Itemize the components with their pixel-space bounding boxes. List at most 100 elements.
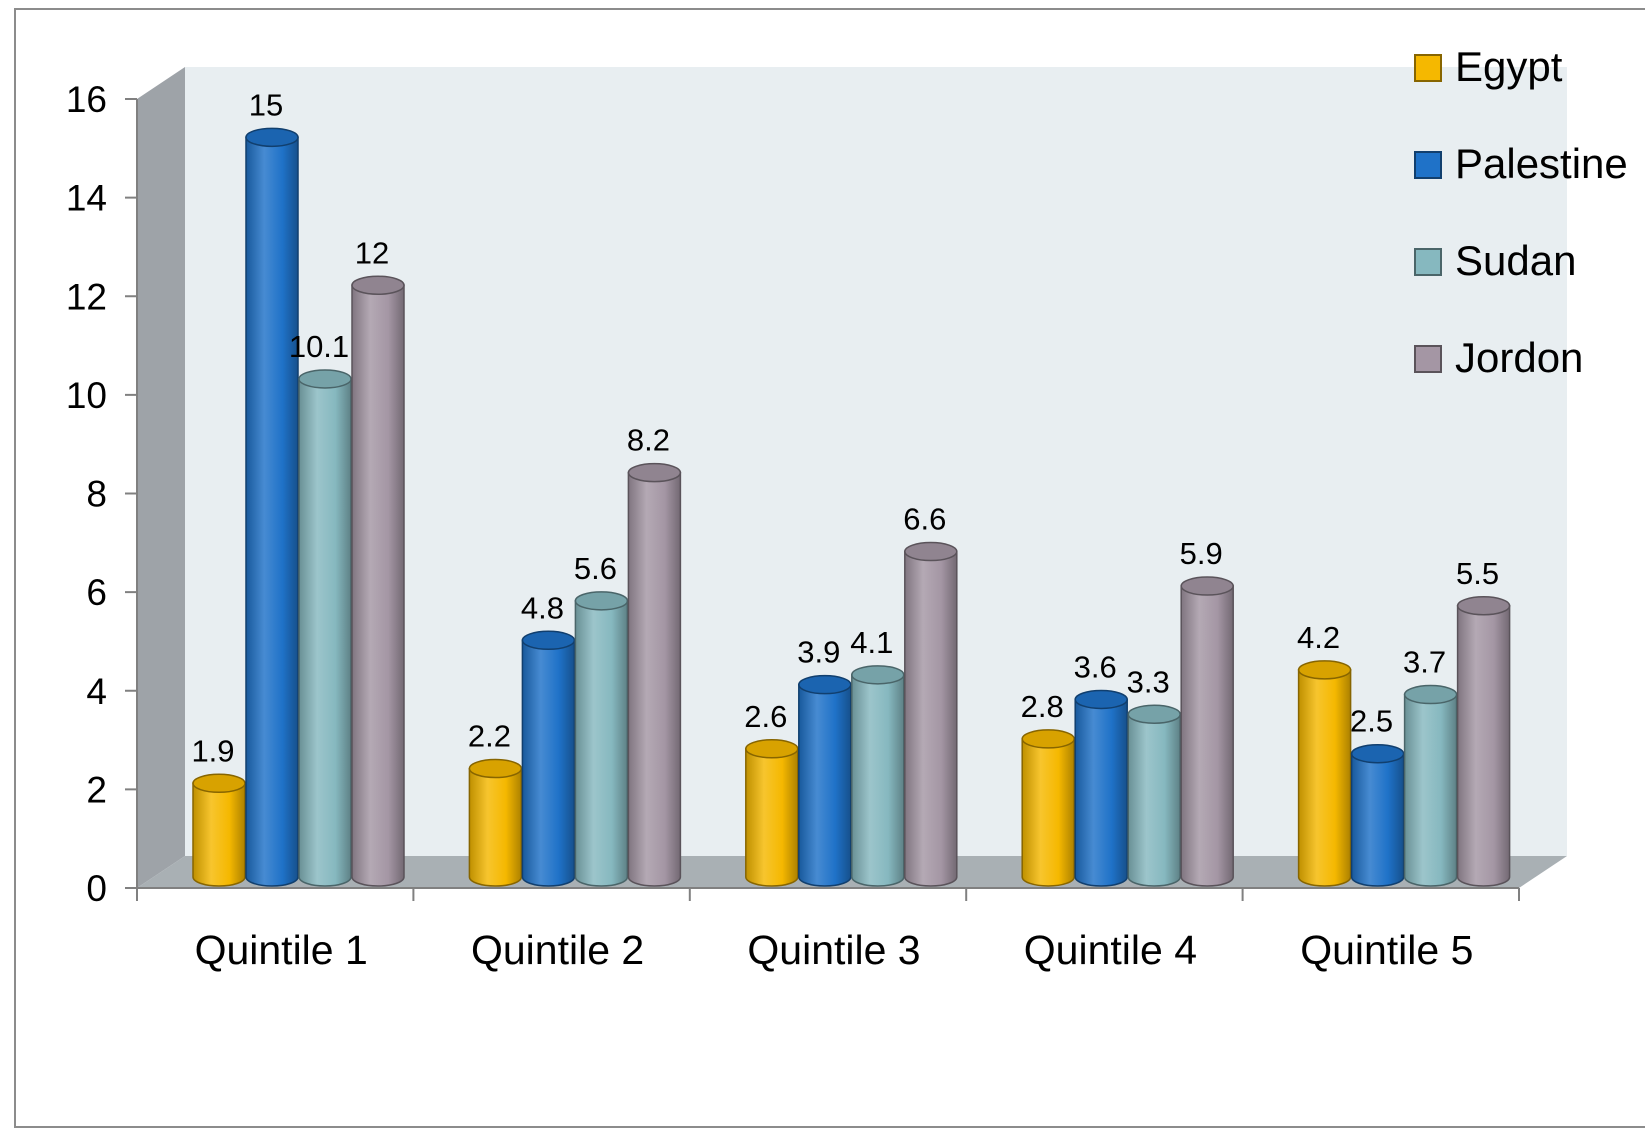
legend-item: Palestine bbox=[1414, 140, 1628, 187]
bar-top bbox=[745, 739, 799, 759]
bar bbox=[1127, 704, 1181, 887]
bar bbox=[851, 665, 905, 887]
bar-body bbox=[245, 136, 299, 887]
bar-top bbox=[1180, 576, 1234, 596]
bar-top bbox=[468, 758, 523, 779]
bar bbox=[245, 127, 299, 887]
y-tick-label: 0 bbox=[86, 868, 107, 909]
data-label: 10.1 bbox=[289, 329, 349, 364]
bar-top bbox=[1021, 729, 1075, 749]
bar-body bbox=[1297, 669, 1352, 887]
x-category-label: Quintile 1 bbox=[195, 927, 368, 973]
data-label: 8.2 bbox=[627, 423, 670, 458]
bar bbox=[1180, 576, 1234, 887]
bar bbox=[745, 739, 799, 887]
legend-swatch bbox=[1414, 151, 1442, 179]
legend: Egypt Palestine Sudan Jordon bbox=[1414, 43, 1628, 381]
y-tick-label: 8 bbox=[86, 474, 107, 515]
data-label: 3.7 bbox=[1403, 645, 1446, 680]
bar-body bbox=[627, 471, 682, 887]
data-label: 4.8 bbox=[521, 590, 564, 625]
bar bbox=[521, 630, 576, 887]
bar-top bbox=[1127, 704, 1181, 725]
bar-top bbox=[521, 630, 576, 651]
bar-body bbox=[192, 782, 246, 887]
x-category-label: Quintile 2 bbox=[471, 927, 644, 973]
bar-top bbox=[298, 369, 352, 389]
bar bbox=[627, 462, 682, 887]
data-label: 3.9 bbox=[797, 635, 840, 670]
bar-top bbox=[1403, 684, 1458, 705]
bar bbox=[468, 758, 523, 887]
bar-top bbox=[1074, 689, 1128, 710]
data-label: 12 bbox=[355, 235, 389, 270]
bar-body bbox=[468, 767, 523, 887]
y-tick-label: 6 bbox=[86, 572, 107, 613]
bar-top bbox=[904, 541, 958, 562]
data-label: 3.3 bbox=[1127, 664, 1170, 699]
bar-top bbox=[1297, 660, 1352, 680]
data-label: 3.6 bbox=[1074, 649, 1117, 684]
bar bbox=[1456, 596, 1511, 887]
bar-body bbox=[1074, 698, 1128, 887]
bar-body bbox=[351, 284, 405, 887]
bar bbox=[192, 773, 246, 887]
data-label: 4.2 bbox=[1297, 620, 1340, 655]
bar-body bbox=[904, 550, 958, 887]
bar bbox=[351, 275, 405, 887]
chart-axes: 0 2 4 6 8 10 12 14 16 Quintile 1 Quintile 2 Quintil… bbox=[66, 79, 1520, 973]
bar bbox=[1350, 743, 1405, 887]
legend-item: Sudan bbox=[1414, 237, 1576, 284]
x-category-label: Quintile 4 bbox=[1024, 927, 1197, 973]
y-tick-label: 12 bbox=[66, 276, 107, 317]
bar-body bbox=[798, 683, 852, 887]
y-tick-label: 10 bbox=[66, 375, 107, 416]
bar-body bbox=[521, 639, 576, 887]
bar-top bbox=[1456, 596, 1511, 616]
x-category-label: Quintile 3 bbox=[747, 927, 920, 973]
bar bbox=[798, 674, 852, 887]
legend-item: Egypt bbox=[1414, 43, 1563, 90]
legend-swatch bbox=[1414, 345, 1442, 373]
x-category-label: Quintile 5 bbox=[1300, 927, 1473, 973]
bar-body bbox=[1456, 605, 1511, 887]
bar-top bbox=[351, 275, 405, 295]
bar-body bbox=[1127, 713, 1181, 887]
data-label: 1.9 bbox=[191, 733, 234, 768]
bar-top bbox=[1350, 743, 1405, 764]
data-label: 6.6 bbox=[903, 502, 946, 537]
bar bbox=[574, 591, 629, 887]
legend-label: Egypt bbox=[1455, 43, 1563, 90]
data-label: 5.5 bbox=[1456, 556, 1499, 591]
data-label: 5.9 bbox=[1180, 536, 1223, 571]
bar-body bbox=[851, 674, 905, 887]
legend-label: Sudan bbox=[1455, 237, 1576, 284]
data-label: 15 bbox=[249, 87, 283, 122]
bar-top bbox=[627, 462, 682, 483]
data-labels-group: 1.9 15 10.1 12 2.2 4.8 5.6 8.2 2.6 3.9 4.1 6.6 2.8 3.… bbox=[191, 87, 1499, 768]
data-label: 5.6 bbox=[574, 551, 617, 586]
bar-body bbox=[1350, 752, 1405, 887]
legend-swatch bbox=[1414, 54, 1442, 82]
bar-body bbox=[574, 600, 629, 887]
bar-top bbox=[192, 773, 246, 794]
data-label: 2.8 bbox=[1021, 689, 1064, 724]
bar-top bbox=[574, 591, 629, 611]
bar bbox=[298, 369, 352, 887]
bar bbox=[1403, 684, 1458, 887]
bar-chart: 0 2 4 6 8 10 12 14 16 Quintile 1 Quintile 2 Quintil… bbox=[66, 43, 1628, 973]
bar bbox=[1021, 729, 1075, 887]
y-tick-label: 4 bbox=[86, 671, 107, 712]
bar-body bbox=[298, 378, 352, 887]
legend-swatch bbox=[1414, 248, 1442, 276]
bar-top bbox=[245, 127, 299, 148]
legend-item: Jordon bbox=[1414, 334, 1583, 381]
bars-group bbox=[192, 127, 1511, 887]
bar bbox=[1297, 660, 1352, 887]
data-label: 2.6 bbox=[744, 699, 787, 734]
bar-body bbox=[1021, 738, 1075, 887]
data-label: 2.2 bbox=[468, 719, 511, 754]
bar-body bbox=[1180, 585, 1234, 887]
y-tick-label: 16 bbox=[66, 79, 107, 120]
bar-body bbox=[1403, 693, 1458, 887]
